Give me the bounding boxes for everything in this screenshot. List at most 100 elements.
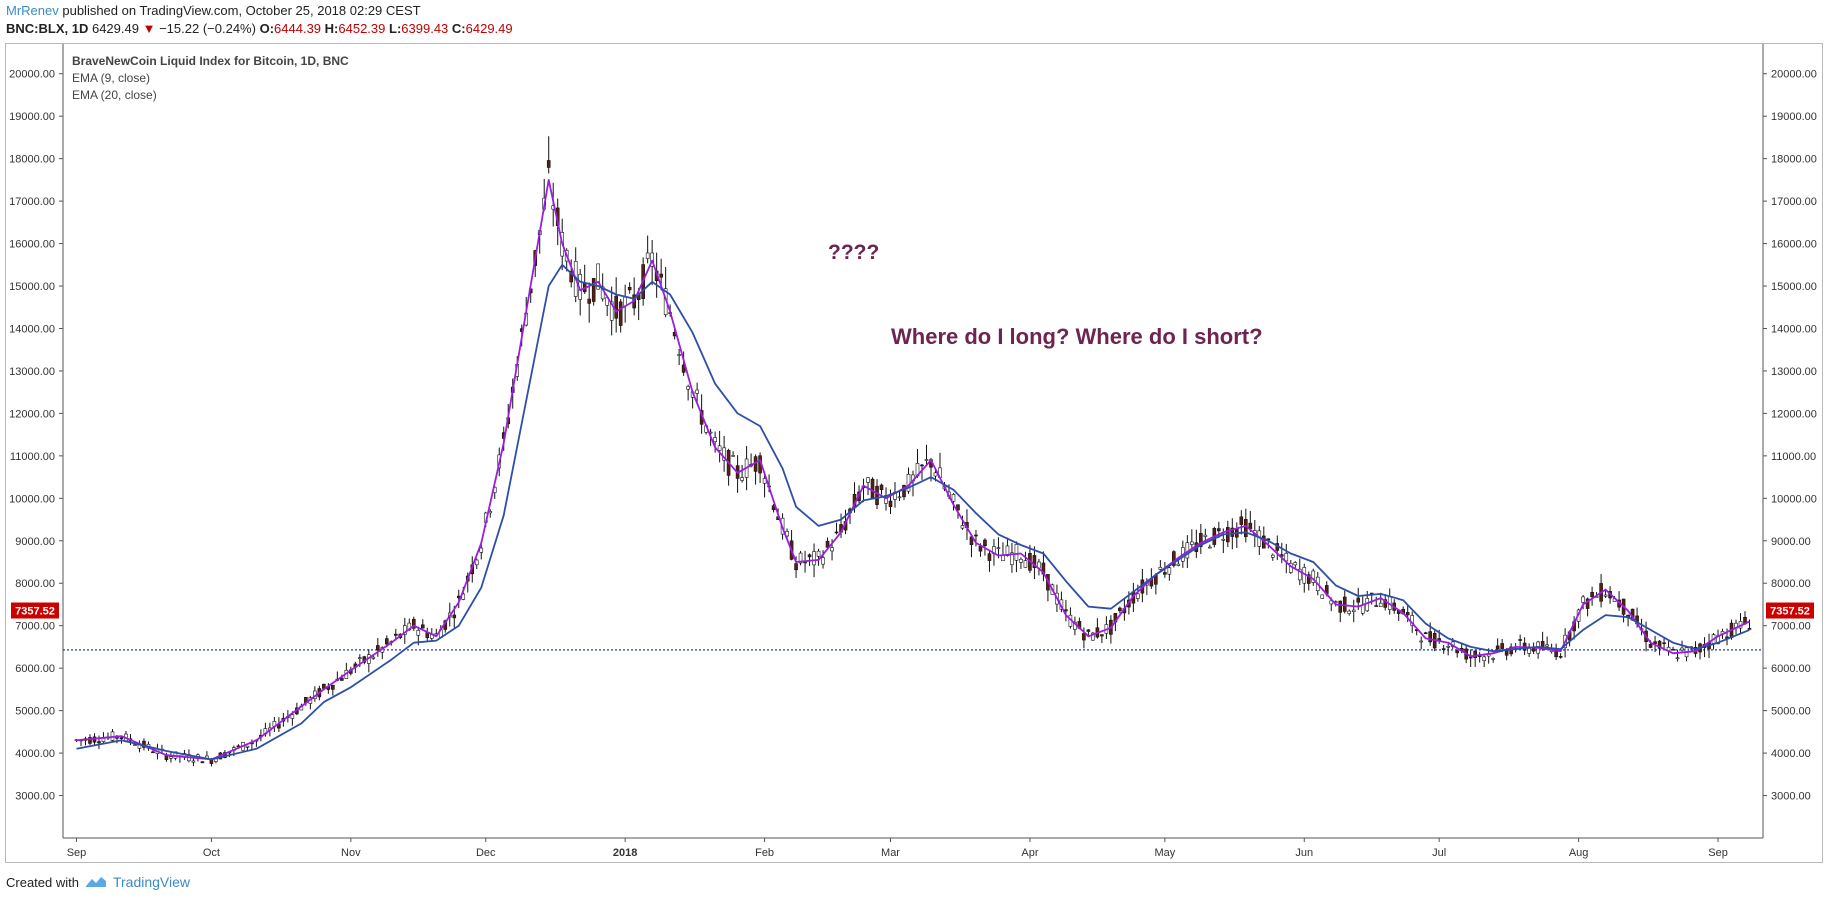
candle-body — [609, 301, 614, 321]
annotation-long-short: Where do I long? Where do I short? — [891, 324, 1263, 349]
candle-body — [1378, 602, 1383, 607]
candle-body — [88, 737, 92, 744]
candle-body — [1019, 558, 1023, 563]
candle-body — [1014, 544, 1019, 561]
y-tick-label-right: 18000.00 — [1771, 154, 1817, 166]
y-tick-label-right: 9000.00 — [1771, 536, 1811, 548]
candle-body — [402, 625, 407, 635]
x-tick-label: 2018 — [613, 847, 637, 859]
candle-body — [677, 354, 681, 356]
candle-body — [834, 531, 839, 534]
y-tick-label-right: 17000.00 — [1771, 196, 1817, 208]
x-tick-label: Nov — [341, 847, 361, 859]
candle-body — [591, 278, 596, 302]
y-tick-label-left: 8000.00 — [15, 578, 55, 590]
candle-body — [627, 286, 632, 291]
candle-body — [191, 760, 196, 763]
candle-body — [1091, 632, 1095, 641]
candle-body — [1590, 592, 1594, 598]
x-tick-label: May — [1154, 847, 1175, 859]
candle-body — [1648, 644, 1653, 648]
candle-body — [1383, 599, 1388, 608]
candle-body — [807, 554, 812, 558]
candle-body — [385, 638, 389, 645]
candle-body — [1064, 609, 1068, 612]
candle-body — [659, 273, 663, 278]
candle-body — [1217, 528, 1221, 532]
y-tick-label-right: 3000.00 — [1771, 791, 1811, 803]
x-tick-label: Apr — [1021, 847, 1038, 859]
ohlc-bar: BNC:BLX, 1D 6429.49 ▼ −15.22 (−0.24%) O:… — [6, 21, 513, 36]
x-tick-label: Jun — [1295, 847, 1313, 859]
candle-body — [956, 504, 960, 511]
created-with-label: Created with — [6, 874, 79, 890]
candle-body — [618, 301, 623, 326]
candle-body — [169, 756, 173, 759]
candle-body — [645, 252, 650, 259]
annotation-question-marks: ???? — [828, 241, 879, 264]
candle-body — [1284, 552, 1289, 562]
candle-body — [411, 618, 416, 629]
tradingview-link[interactable]: TradingView — [112, 874, 191, 890]
y-tick-label-left: 18000.00 — [9, 154, 55, 166]
candle-body — [888, 500, 893, 507]
candle-body — [1680, 647, 1684, 651]
candle-body — [1657, 640, 1662, 649]
candle-body — [97, 741, 101, 744]
x-tick-label: Sep — [1708, 847, 1728, 859]
x-tick-label: Jul — [1432, 847, 1446, 859]
last-price: 6429.49 — [91, 21, 139, 36]
y-tick-label-left: 4000.00 — [15, 748, 55, 760]
candle-body — [376, 645, 380, 651]
y-tick-label-left: 9000.00 — [15, 536, 55, 548]
candle-body — [830, 547, 834, 552]
y-tick-label-left: 6000.00 — [15, 663, 55, 675]
publish-text: published on TradingView.com, October 25… — [58, 3, 421, 18]
y-tick-label-left: 3000.00 — [15, 791, 55, 803]
candle-body — [596, 263, 600, 290]
legend-entry: EMA (9, close) — [72, 71, 150, 85]
candle-body — [587, 298, 591, 304]
candle-body — [879, 484, 884, 490]
y-tick-label-left: 12000.00 — [9, 408, 55, 420]
candle-body — [1230, 527, 1235, 537]
y-tick-label-right: 10000.00 — [1771, 493, 1817, 505]
candle-body — [1297, 568, 1302, 581]
candle-body — [290, 714, 295, 719]
candle-body — [1118, 607, 1122, 612]
candle-body — [371, 656, 376, 659]
candle-body — [1172, 551, 1176, 566]
candle-body — [1671, 648, 1675, 651]
candle-body — [1329, 600, 1334, 605]
candle-body — [546, 160, 551, 168]
candle-body — [825, 540, 830, 548]
candle-body — [1338, 600, 1343, 613]
author-link[interactable]: MrRenev — [6, 3, 59, 18]
candle-body — [1500, 643, 1504, 649]
legend-entry: EMA (20, close) — [72, 88, 157, 102]
candle-body — [933, 472, 938, 477]
candle-body — [331, 684, 335, 690]
candle-body — [151, 751, 155, 754]
candle-body — [133, 744, 137, 746]
low-value: 6399.43 — [401, 21, 449, 36]
candle-body — [101, 738, 106, 743]
open-value: 6444.39 — [274, 21, 322, 36]
y-tick-label-left: 20000.00 — [9, 69, 55, 81]
tradingview-logo-icon — [85, 877, 106, 887]
candle-body — [340, 677, 344, 681]
symbol-label: BNC:BLX, 1D — [6, 21, 89, 36]
candle-body — [1495, 645, 1500, 650]
open-label: O: — [259, 21, 275, 36]
candle-body — [974, 534, 978, 537]
candle-body — [1365, 598, 1370, 612]
y-tick-label-left: 5000.00 — [15, 706, 55, 718]
candle-body — [452, 614, 457, 619]
candle-body — [1491, 658, 1495, 660]
candle-body — [1585, 598, 1590, 609]
publish-info: MrRenev published on TradingView.com, Oc… — [6, 3, 421, 18]
candle-body — [902, 484, 906, 498]
candle-body — [1662, 642, 1666, 645]
price-change: −15.22 (−0.24%) — [159, 21, 256, 36]
